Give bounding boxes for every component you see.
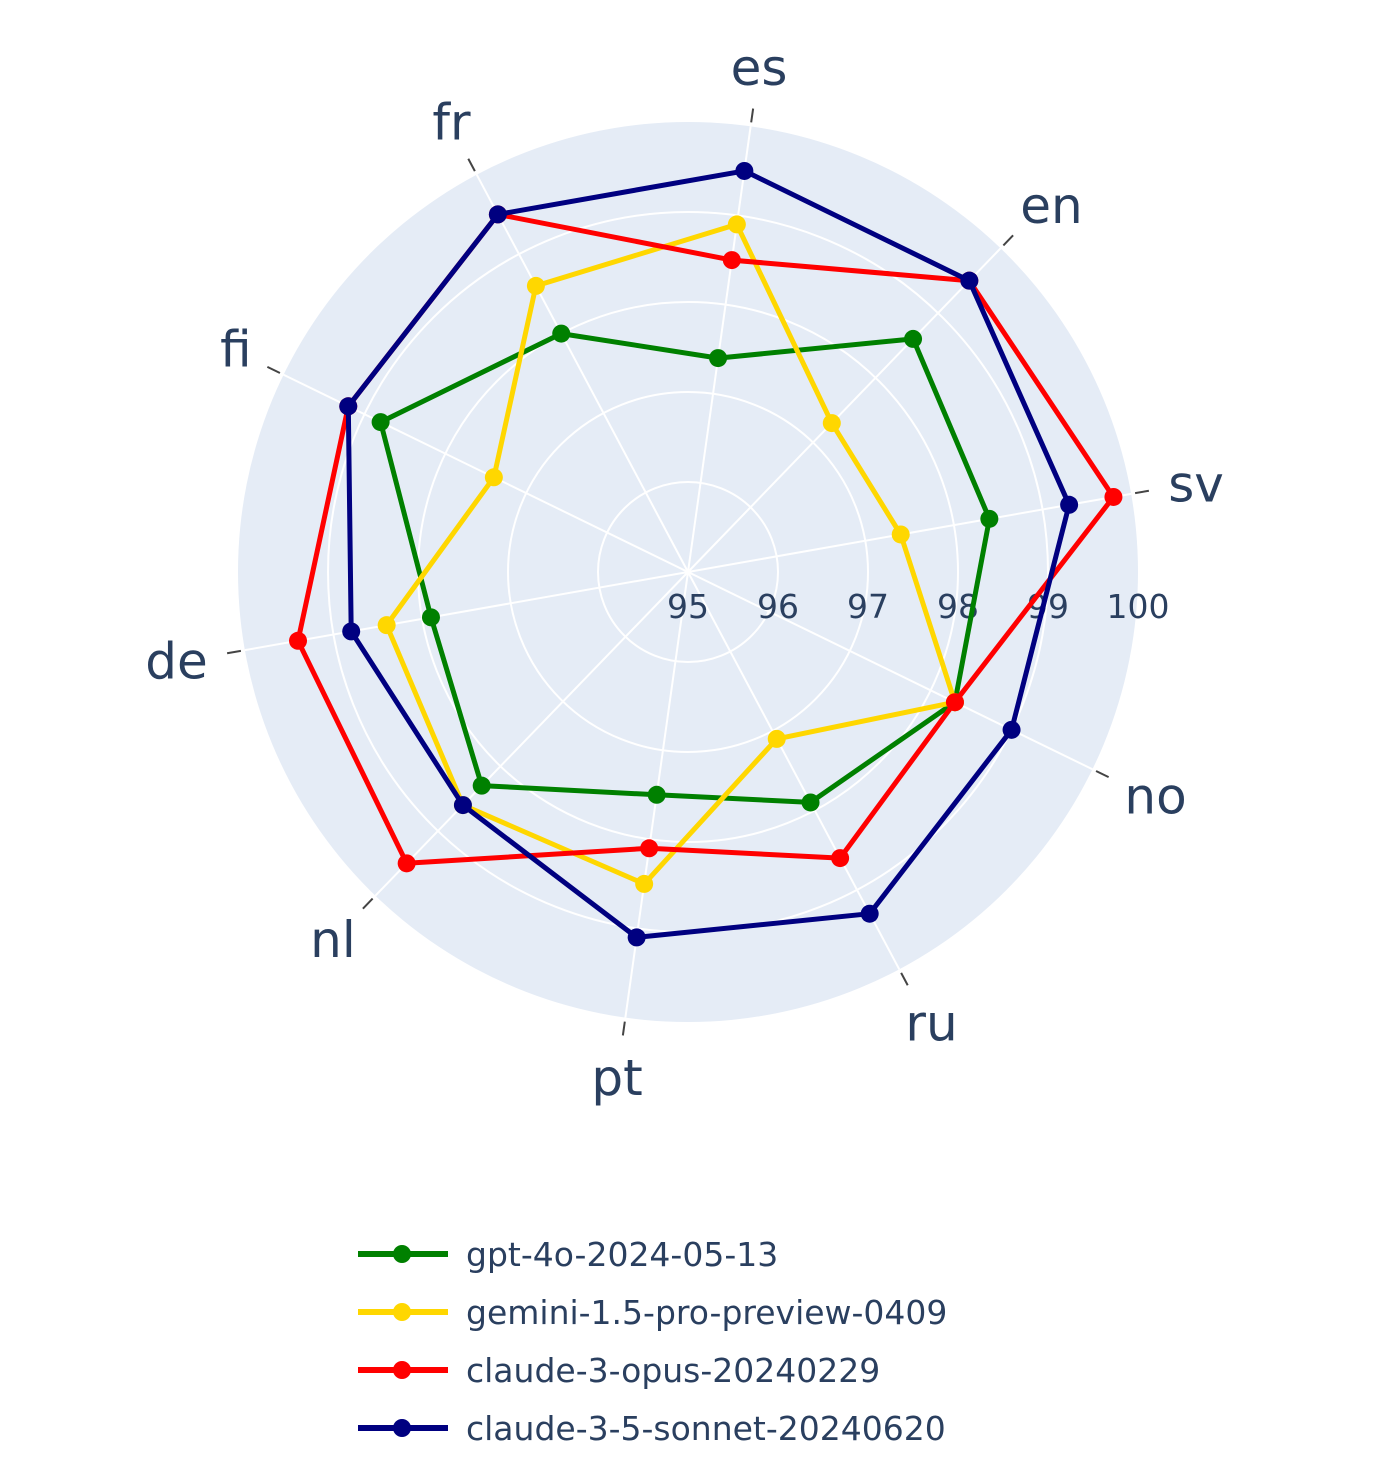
data-point xyxy=(1002,720,1021,739)
radial-tick-label: 95 xyxy=(667,587,709,626)
angular-tick xyxy=(750,108,755,123)
angular-tick xyxy=(900,972,909,986)
radial-tick-label: 100 xyxy=(1107,587,1170,626)
data-point xyxy=(735,161,754,180)
legend-item[interactable]: claude-3-5-sonnet-20240620 xyxy=(358,1399,1118,1457)
data-point xyxy=(960,271,979,290)
angular-tick xyxy=(621,1021,626,1036)
data-point xyxy=(1060,495,1079,514)
category-label: no xyxy=(1124,768,1186,826)
data-point xyxy=(289,631,308,650)
data-point xyxy=(722,251,741,270)
legend-item[interactable]: claude-3-opus-20240229 xyxy=(358,1341,1118,1399)
legend: gpt-4o-2024-05-13 gemini-1.5-pro-preview… xyxy=(358,1225,1118,1457)
category-label: nl xyxy=(310,911,356,969)
angular-gridlines xyxy=(244,126,1132,1018)
data-point xyxy=(709,349,728,368)
data-point xyxy=(339,397,358,416)
data-point xyxy=(421,608,440,627)
angular-gridline xyxy=(687,571,901,970)
category-label: ru xyxy=(905,994,957,1052)
data-point xyxy=(488,205,507,224)
angular-gridline xyxy=(687,126,752,573)
angular-tick xyxy=(362,897,374,910)
angular-tick xyxy=(266,365,281,374)
angular-tick xyxy=(1134,489,1150,495)
angular-tick xyxy=(1095,770,1110,779)
data-point xyxy=(801,793,820,812)
category-label: fi xyxy=(220,320,252,378)
legend-item[interactable]: gemini-1.5-pro-preview-0409 xyxy=(358,1283,1118,1341)
angular-tick xyxy=(467,158,476,172)
legend-swatch xyxy=(358,1408,448,1448)
angular-gridline xyxy=(475,174,689,573)
radial-tick-label: 97 xyxy=(847,587,889,626)
data-point xyxy=(904,329,923,348)
category-label: fr xyxy=(432,94,471,152)
data-point xyxy=(635,874,654,893)
data-point xyxy=(860,904,879,923)
data-point xyxy=(377,616,396,635)
data-point xyxy=(342,622,361,641)
data-point xyxy=(484,468,503,487)
legend-swatch xyxy=(358,1234,448,1274)
legend-label: gemini-1.5-pro-preview-0409 xyxy=(466,1292,948,1332)
data-point xyxy=(822,414,841,433)
angular-tick xyxy=(1002,234,1014,247)
angular-gridline xyxy=(374,571,689,897)
data-point xyxy=(453,796,472,815)
data-point xyxy=(472,776,491,795)
category-label: es xyxy=(731,39,788,97)
data-point xyxy=(767,729,786,748)
data-point xyxy=(945,693,964,712)
data-point xyxy=(371,413,390,432)
category-label: pt xyxy=(591,1049,642,1107)
legend-label: claude-3-opus-20240229 xyxy=(466,1350,881,1390)
data-point xyxy=(1104,487,1123,506)
radial-gridline xyxy=(597,481,779,663)
angular-gridline xyxy=(244,571,689,652)
data-point xyxy=(397,854,416,873)
legend-swatch xyxy=(358,1292,448,1332)
radial-gridline xyxy=(507,391,869,753)
angular-gridline xyxy=(687,247,1002,573)
data-point xyxy=(727,215,746,234)
data-point xyxy=(640,839,659,858)
legend-label: claude-3-5-sonnet-20240620 xyxy=(466,1408,946,1448)
category-label: en xyxy=(1020,177,1082,235)
data-point xyxy=(891,525,910,544)
data-point xyxy=(552,324,571,343)
angular-gridline xyxy=(687,492,1132,573)
legend-item[interactable]: gpt-4o-2024-05-13 xyxy=(358,1225,1118,1283)
series-claude-3-5-sonnet-20240620 xyxy=(339,161,1079,947)
data-point xyxy=(627,928,646,947)
series-layer xyxy=(289,161,1123,947)
angular-tick xyxy=(226,649,242,655)
category-label: de xyxy=(145,633,208,691)
radial-tick-label: 96 xyxy=(757,587,799,626)
data-point xyxy=(526,276,545,295)
legend-label: gpt-4o-2024-05-13 xyxy=(466,1234,779,1274)
angular-gridline xyxy=(687,571,1093,771)
legend-swatch xyxy=(358,1350,448,1390)
data-point xyxy=(980,509,999,528)
data-point xyxy=(831,849,850,868)
data-point xyxy=(647,785,666,804)
angular-axis: sv en es fr fi de nl pt ru no xyxy=(145,39,1224,1107)
category-label: sv xyxy=(1168,455,1224,513)
